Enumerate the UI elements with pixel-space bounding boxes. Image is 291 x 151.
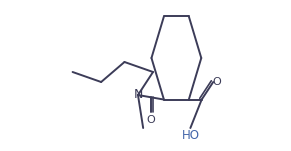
Text: HO: HO bbox=[181, 129, 199, 142]
Text: O: O bbox=[213, 77, 221, 87]
Text: O: O bbox=[147, 115, 155, 125]
Text: N: N bbox=[133, 88, 143, 101]
